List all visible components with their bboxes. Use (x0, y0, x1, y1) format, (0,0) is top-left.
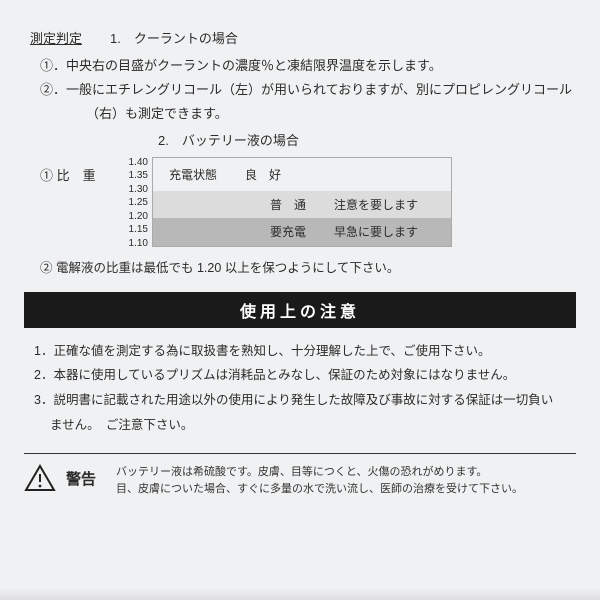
chart-cell: 注意を要します (334, 196, 418, 213)
warning-block: 警告 バッテリー液は希硫酸です。皮膚、目等につくと、火傷の恐れがめります。 目、… (24, 453, 576, 499)
chart-left-label: ① 比 重 (40, 157, 124, 249)
warning-label: 警告 (66, 468, 96, 489)
usage-caution-banner: 使用上の注意 (24, 292, 576, 328)
tick: 1.20 (124, 211, 148, 222)
tick: 1.25 (124, 197, 148, 208)
chart-box: 充電状態 良 好 普 通 注意を要します 要充電 早急に要します (152, 157, 452, 247)
point-2a: ②．一般にエチレングリコール（左）が用いられておりますが、別にプロピレングリコー… (40, 81, 576, 99)
section-heading: 測定判定 (30, 28, 82, 47)
chart-row-recharge: 要充電 早急に要します (153, 218, 451, 245)
warning-line-1: バッテリー液は希硫酸です。皮膚、目等につくと、火傷の恐れがめります。 (116, 464, 523, 482)
chart-row-good: 充電状態 良 好 (153, 158, 451, 192)
point-2b: （右）も測定できます。 (86, 105, 576, 123)
caution-2: 2．本器に使用しているプリズムは消耗品とみなし、保証のため対象にはなりません。 (34, 366, 576, 385)
chart-cell: 早急に要します (334, 223, 418, 240)
caution-1: 1．正確な値を測定する為に取扱書を熟知し、十分理解した上で、ご使用下さい。 (34, 342, 576, 361)
page-shadow (0, 588, 600, 600)
tick: 1.10 (124, 238, 148, 249)
caution-3a: 3．説明書に記載された用途以外の使用により発生した故障及び事故に対する保証は一切… (34, 391, 576, 410)
caution-3b: ません。 ご注意下さい。 (50, 416, 576, 435)
item2-title: 2. バッテリー液の場合 (158, 130, 576, 149)
item1-title: 1. クーラントの場合 (110, 28, 238, 47)
point-1: ①．中央右の目盛がクーラントの濃度％と凍結限界温度を示します。 (40, 57, 576, 75)
chart-ticks: 1.40 1.35 1.30 1.25 1.20 1.15 1.10 (124, 157, 152, 249)
warning-triangle-icon (24, 464, 56, 492)
warning-line-2: 目、皮膚についた場合、すぐに多量の水で洗い流し、医師の治療を受けて下さい。 (116, 481, 523, 499)
chart-cell: 充電状態 (169, 166, 217, 183)
tick: 1.40 (124, 157, 148, 168)
chart-cell: 要充電 (270, 223, 306, 240)
chart-cell: 普 通 (270, 196, 306, 213)
caution-list: 1．正確な値を測定する為に取扱書を熟知し、十分理解した上で、ご使用下さい。 2．… (34, 342, 576, 435)
tick: 1.30 (124, 184, 148, 195)
note-2: ② 電解液の比重は最低でも 1.20 以上を保つようにして下さい。 (40, 257, 576, 276)
tick: 1.15 (124, 224, 148, 235)
chart-row-caution: 普 通 注意を要します (153, 191, 451, 218)
warning-text: バッテリー液は希硫酸です。皮膚、目等につくと、火傷の恐れがめります。 目、皮膚に… (116, 464, 523, 499)
chart-cell: 良 好 (245, 166, 281, 183)
specific-gravity-chart: ① 比 重 1.40 1.35 1.30 1.25 1.20 1.15 1.10… (40, 157, 576, 249)
tick: 1.35 (124, 170, 148, 181)
